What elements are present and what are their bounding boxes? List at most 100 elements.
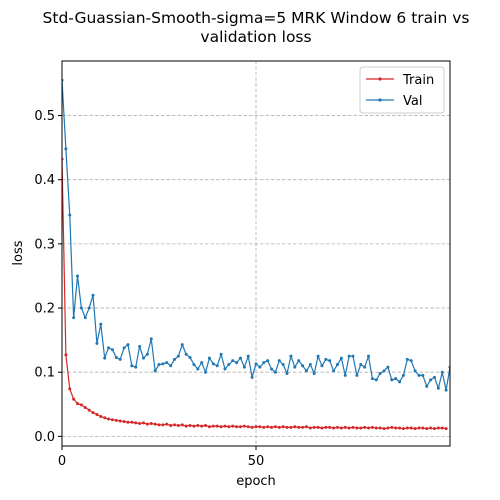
train-point <box>374 426 378 430</box>
x-tick-label: 50 <box>248 454 265 469</box>
train-point <box>204 423 208 427</box>
train-point <box>297 425 301 429</box>
train-point <box>114 418 118 422</box>
val-point <box>277 359 281 363</box>
axis-ticks: 0.0 0.1 0.2 0.3 0.4 0.5 0 50 <box>34 109 264 469</box>
train-point <box>188 423 192 427</box>
train-point <box>258 425 262 429</box>
val-point <box>130 364 134 368</box>
val-point <box>301 364 305 368</box>
train-point <box>432 427 436 431</box>
val-point <box>456 378 459 381</box>
val-point <box>472 377 475 380</box>
train-point <box>99 414 103 418</box>
y-tick-label: 0.0 <box>34 430 55 445</box>
train-point <box>312 425 316 429</box>
train-point <box>398 426 402 430</box>
legend-val-label: Val <box>403 94 422 109</box>
val-line <box>62 80 450 391</box>
val-point <box>273 370 277 374</box>
val-point <box>153 369 157 373</box>
train-point <box>145 422 149 426</box>
train-point <box>409 426 413 430</box>
train-point <box>335 425 339 429</box>
val-point <box>460 384 463 387</box>
train-point <box>324 425 328 429</box>
train-point <box>293 425 297 429</box>
train-point <box>421 426 425 430</box>
val-point <box>335 363 339 367</box>
train-point <box>339 426 343 430</box>
val-point <box>126 343 130 347</box>
val-point <box>394 377 398 381</box>
val-point <box>141 356 145 360</box>
train-point <box>413 427 417 431</box>
val-point <box>250 375 254 379</box>
train-point <box>149 422 153 426</box>
val-point <box>293 365 297 369</box>
x-axis-label: epoch <box>236 474 276 489</box>
val-point <box>324 357 328 361</box>
train-point <box>370 425 374 429</box>
val-point <box>235 361 239 365</box>
legend: Train Val <box>359 66 445 114</box>
val-point <box>176 354 180 358</box>
val-point <box>359 363 363 367</box>
train-point <box>103 416 107 420</box>
train-point <box>165 422 169 426</box>
train-point <box>227 425 231 429</box>
val-point <box>87 306 91 310</box>
x-tick-label: 0 <box>58 454 66 469</box>
val-point <box>204 370 208 374</box>
val-point <box>258 365 262 369</box>
train-point <box>425 427 429 431</box>
val-point <box>270 367 274 371</box>
train-point <box>87 408 91 412</box>
train-point <box>242 424 246 428</box>
val-point <box>289 354 293 358</box>
val-point <box>72 316 76 320</box>
train-point <box>266 425 270 429</box>
train-point <box>285 425 289 429</box>
train-point <box>176 423 180 427</box>
legend-train-marker <box>378 77 382 81</box>
train-point <box>118 419 122 423</box>
val-point <box>79 306 83 310</box>
val-point <box>444 388 448 392</box>
train-point <box>332 426 336 430</box>
train-point <box>110 418 114 422</box>
train-point <box>405 426 409 430</box>
train-point <box>161 423 165 427</box>
val-point <box>219 352 223 356</box>
val-point <box>91 293 95 297</box>
train-point <box>277 425 281 429</box>
train-point <box>141 421 145 425</box>
train-point <box>64 353 68 357</box>
y-tick-label: 0.2 <box>34 302 55 317</box>
train-point <box>343 425 347 429</box>
val-point <box>165 361 169 365</box>
train-point <box>196 423 200 427</box>
val-point <box>347 354 351 358</box>
val-point <box>413 369 417 373</box>
train-point <box>401 427 405 431</box>
val-point <box>64 147 68 151</box>
train-point <box>301 425 305 429</box>
val-point <box>188 355 192 359</box>
train-point <box>223 424 227 428</box>
train-point <box>91 411 95 415</box>
train-point <box>351 425 355 429</box>
val-point <box>281 363 285 367</box>
val-point <box>246 354 250 358</box>
val-point <box>320 364 324 368</box>
train-point <box>289 425 293 429</box>
val-point <box>374 378 378 382</box>
train-point <box>200 424 204 428</box>
val-point <box>429 378 433 382</box>
train-point <box>76 402 80 406</box>
train-point <box>180 423 184 427</box>
val-point <box>161 362 165 366</box>
train-point <box>417 426 421 430</box>
val-point <box>184 352 188 356</box>
